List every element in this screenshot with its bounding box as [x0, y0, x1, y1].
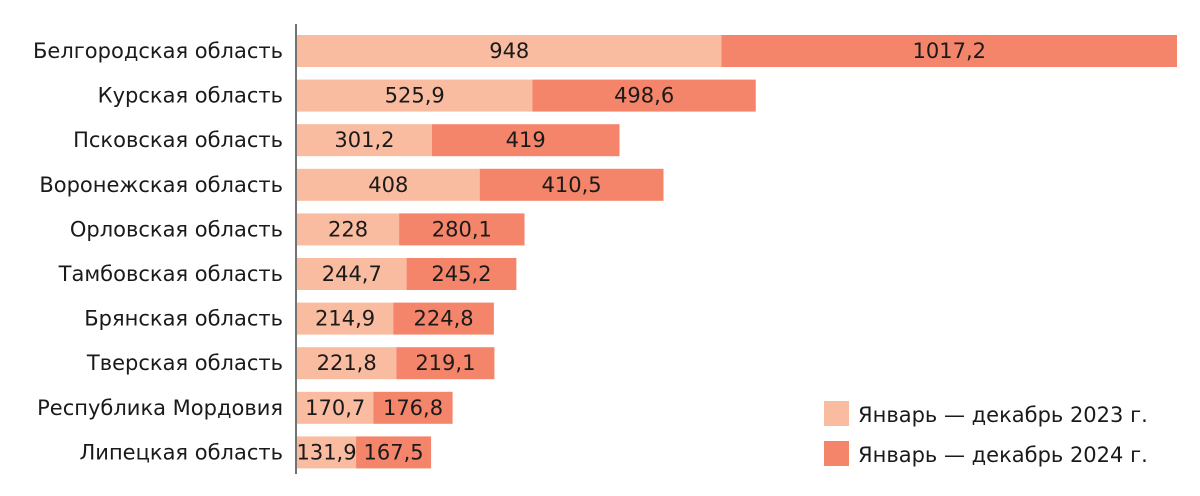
category-labels: Белгородская область Курская область Псков…: [33, 39, 283, 464]
bar-segment-2023: [297, 436, 357, 469]
data-label: 525,9: [385, 84, 445, 108]
category-label: Тверская область: [86, 351, 283, 375]
bar-segment-2023: [297, 302, 394, 335]
bar-segment-2023: [297, 213, 400, 246]
bar-segment-2024: [532, 79, 756, 112]
bar-segment-2024: [406, 258, 517, 290]
bar-segment-2024: [721, 35, 1177, 67]
data-label: 1017,2: [913, 39, 986, 63]
bar-segment-2024: [479, 168, 664, 201]
data-label: 244,7: [322, 262, 382, 286]
legend-swatch: [824, 401, 849, 426]
data-label: 221,8: [317, 351, 377, 375]
category-label: Тамбовская область: [58, 262, 283, 286]
data-label: 214,9: [315, 307, 375, 331]
category-label: Липецкая область: [80, 440, 284, 464]
data-label: 245,2: [431, 262, 491, 286]
data-label: 301,2: [334, 128, 394, 152]
bar-segment-2023: [297, 168, 480, 201]
data-label: 224,8: [413, 307, 473, 331]
category-label: Республика Мордовия: [37, 396, 283, 420]
bar-segment-2024: [373, 391, 453, 424]
bar-segment-2024: [396, 347, 495, 380]
legend-label: Январь — декабрь 2023 г.: [858, 403, 1148, 427]
data-label: 419: [506, 128, 546, 152]
bar-segment-2023: [297, 79, 533, 112]
data-label: 167,5: [364, 440, 424, 464]
bar-segment-2023: [297, 391, 374, 424]
category-label: Воронежская область: [39, 173, 283, 197]
data-label: 131,9: [296, 440, 356, 464]
bar-segment-2023: [297, 124, 432, 157]
data-label: 410,5: [542, 173, 602, 197]
bar-segment-2024: [393, 302, 494, 335]
data-label: 948: [489, 39, 529, 63]
category-label: Белгородская область: [33, 39, 283, 63]
data-label: 280,1: [432, 217, 492, 241]
data-label: 176,8: [383, 396, 443, 420]
bar-segment-2023: [297, 347, 397, 380]
data-label: 170,7: [305, 396, 365, 420]
bar-segment-2024: [431, 124, 620, 157]
legend-swatch: [824, 441, 849, 466]
category-label: Курская область: [98, 84, 283, 108]
bar-segment-2023: [297, 258, 407, 290]
category-label: Псковская область: [73, 128, 283, 152]
legend: Январь — декабрь 2023 г. Январь — декабрь…: [824, 401, 1148, 467]
category-label: Орловская область: [70, 217, 283, 241]
data-label: 498,6: [614, 84, 674, 108]
data-label: 408: [368, 173, 408, 197]
category-label: Брянская область: [84, 307, 283, 331]
data-label: 228: [328, 217, 368, 241]
bar-segment-2024: [399, 213, 525, 246]
legend-label: Январь — декабрь 2024 г.: [858, 443, 1148, 467]
bars-group: 948 1017,2 525,9 498,6 301,2 419 408 410,5 228 28…: [296, 35, 1177, 469]
bar-segment-2024: [356, 436, 432, 469]
bar-segment-2023: [297, 35, 722, 67]
data-label: 219,1: [415, 351, 475, 375]
